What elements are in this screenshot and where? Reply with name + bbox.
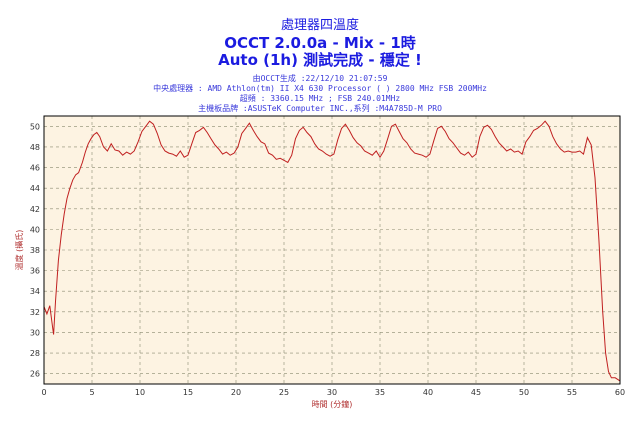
x-tick-label: 40 [423,388,433,397]
x-tick-label: 10 [135,388,145,397]
test-status: Auto (1h) 測試完成 - 穩定 ! [218,51,422,69]
y-tick-label: 26 [30,370,40,379]
y-tick-label: 46 [30,164,40,173]
y-tick-label: 30 [30,328,40,337]
x-tick-label: 25 [279,388,289,397]
x-tick-label: 45 [471,388,481,397]
x-tick-label: 20 [231,388,241,397]
x-tick-label: 0 [41,388,46,397]
temperature-series-line [43,120,621,382]
y-tick-label: 50 [30,122,40,131]
chart-title: 處理器四溫度 [280,18,359,33]
generated-info: 由OCCT生成 :22/12/10 21:07:59 [252,74,388,83]
cpu-info: 中央處理器 : AMD Athlon(tm) II X4 630 Process… [153,84,487,93]
y-tick-label: 38 [30,246,40,255]
x-tick-label: 30 [327,388,337,397]
x-axis-label: 時間 (分鐘) [312,399,353,409]
tick-labels: 0 5 10 15 20 25 30 35 40 45 50 55 60 26 28 30 32 34 36 38 40… [30,122,625,397]
y-tick-label: 48 [30,143,40,152]
x-tick-label: 5 [89,388,94,397]
x-tick-label: 50 [519,388,529,397]
chart-subtitle: OCCT 2.0.0a - Mix - 1時 [224,34,416,52]
overclock-info: 超頻 : 3360.15 MHz ; FSB 240.01MHz [239,94,401,103]
plot-border [43,115,621,385]
y-tick-label: 32 [30,308,40,317]
x-tick-label: 55 [567,388,577,397]
x-tick-label: 60 [615,388,625,397]
x-tick-label: 35 [375,388,385,397]
y-tick-label: 34 [30,287,40,296]
y-tick-label: 40 [30,225,40,234]
x-tick-label: 15 [183,388,193,397]
y-tick-label: 44 [30,184,40,193]
y-tick-label: 42 [30,205,40,214]
y-tick-label: 28 [30,349,40,358]
motherboard-info: 主機板品牌 :ASUSTeK Computer INC.,系列 :M4A785D… [198,104,442,113]
y-tick-label: 36 [30,267,40,276]
y-axis-label: 溫度 (攝氏) [14,230,24,271]
